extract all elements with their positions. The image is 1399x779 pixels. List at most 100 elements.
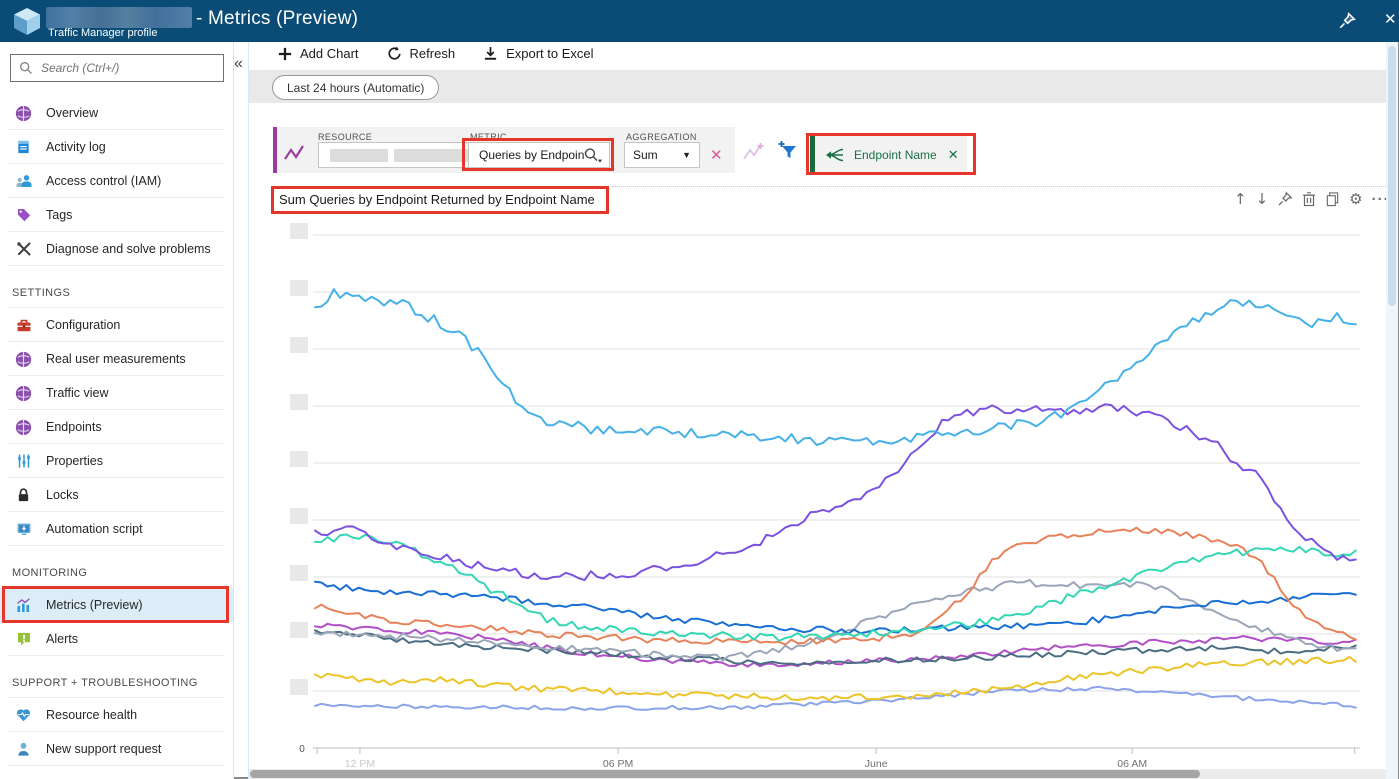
sidebar-item-properties[interactable]: Properties	[0, 444, 233, 478]
resource-field-label: RESOURCE	[318, 132, 373, 142]
globe-purple-icon	[14, 385, 33, 402]
resource-value-redacted	[330, 149, 388, 162]
sliders-icon	[14, 453, 33, 469]
remove-metric-icon[interactable]: ✕	[710, 147, 723, 164]
sidebar-item-label: Automation script	[46, 522, 143, 536]
add-filter-funnel-icon[interactable]	[777, 139, 800, 162]
chevron-down-icon: ▼	[682, 150, 691, 160]
metric-value-input[interactable]	[477, 147, 587, 163]
tag-icon	[14, 207, 33, 223]
collapse-sidebar-chevron[interactable]: «	[234, 55, 243, 72]
sidebar-menu: Overview Activity log Access control (IAM)…	[0, 96, 233, 766]
sidebar-item-alerts[interactable]: Alerts	[0, 622, 233, 656]
search-input[interactable]	[39, 60, 203, 76]
aggregation-field-label: AGGREGATION	[626, 132, 697, 142]
metrics-icon	[14, 597, 33, 613]
command-label: Refresh	[409, 46, 456, 61]
series-violet	[314, 403, 1357, 582]
sidebar-item-label: Properties	[46, 454, 103, 468]
resource-value-redacted	[394, 149, 468, 162]
sidebar-item-label: Configuration	[46, 318, 121, 332]
sidebar-item-label: Activity log	[46, 140, 106, 154]
sidebar-item-overview[interactable]: Overview	[0, 96, 233, 130]
metric-accent-bar	[273, 127, 277, 173]
chart-area[interactable]: 0 12 PM 06 PM June 06 AM	[250, 216, 1386, 768]
globe-purple-icon	[14, 105, 33, 122]
horizontal-scrollbar-thumb[interactable]	[250, 770, 1200, 778]
sidebar-item-tags[interactable]: Tags	[0, 198, 233, 232]
svg-text:06 PM: 06 PM	[603, 758, 633, 768]
sidebar-item-label: Resource health	[46, 708, 138, 722]
add-chart-button[interactable]: Add Chart	[278, 46, 359, 61]
resource-type-label: Traffic Manager profile	[48, 27, 158, 39]
delete-icon[interactable]	[1302, 191, 1316, 207]
support-icon	[14, 741, 33, 757]
sidebar-item-label: New support request	[46, 742, 162, 756]
sidebar-item-diagnose-and-solve-problems[interactable]: Diagnose and solve problems	[0, 232, 233, 266]
pin-blade-icon[interactable]	[1338, 12, 1356, 30]
line-chart-icon	[283, 145, 307, 163]
settings-icon[interactable]: ⚙	[1349, 190, 1363, 208]
sidebar	[0, 42, 234, 779]
sidebar-item-metrics-preview[interactable]: Metrics (Preview)	[0, 588, 233, 622]
globe-purple-icon	[14, 419, 33, 436]
grouping-pill[interactable]: Endpoint Name ✕	[815, 136, 967, 173]
move-up-icon[interactable]: ↑	[1234, 190, 1247, 208]
series-turquoise	[314, 533, 1357, 642]
apply-splitting-icon	[826, 148, 844, 161]
series-periwinkle	[314, 685, 1357, 711]
add-metric-icon[interactable]	[741, 141, 766, 164]
sidebar-item-label: Metrics (Preview)	[46, 598, 143, 612]
page-title: - Metrics (Preview)	[196, 8, 359, 29]
sidebar-section-settings: SETTINGS	[0, 266, 233, 308]
sidebar-item-locks[interactable]: Locks	[0, 478, 233, 512]
sidebar-item-traffic-view[interactable]: Traffic view	[0, 376, 233, 410]
sidebar-item-real-user-measurements[interactable]: Real user measurements	[0, 342, 233, 376]
time-range-picker[interactable]: Last 24 hours (Automatic)	[272, 75, 440, 100]
blade-divider	[248, 42, 249, 779]
export-to-excel-button[interactable]: Export to Excel	[483, 46, 594, 61]
toolbox-icon	[14, 317, 33, 333]
sidebar-item-label: Diagnose and solve problems	[46, 242, 211, 256]
close-blade-icon[interactable]: ✕	[1384, 11, 1397, 28]
series-magenta	[314, 622, 1357, 668]
more-icon[interactable]: ···	[1371, 190, 1390, 208]
plus-icon	[278, 47, 292, 61]
svg-text:12 PM: 12 PM	[345, 758, 375, 768]
remove-grouping-icon[interactable]: ✕	[947, 146, 959, 162]
lock-icon	[14, 487, 33, 503]
pin-icon[interactable]	[1277, 191, 1293, 207]
copy-icon[interactable]	[1325, 191, 1340, 207]
sidebar-item-automation-script[interactable]: Automation script	[0, 512, 233, 546]
svg-text:June: June	[865, 758, 888, 768]
chart-title: Sum Queries by Endpoint Returned by Endp…	[279, 192, 595, 207]
series-light-gray	[314, 578, 1357, 662]
sidebar-item-resource-health[interactable]: Resource health	[0, 698, 233, 732]
sidebar-item-new-support-request[interactable]: New support request	[0, 732, 233, 766]
sidebar-item-label: Tags	[46, 208, 73, 222]
refresh-button[interactable]: Refresh	[387, 46, 456, 61]
metric-search-icon[interactable]	[583, 147, 604, 164]
access-control-icon	[14, 173, 33, 189]
sidebar-item-label: Alerts	[46, 632, 78, 646]
metric-field-label: METRIC	[470, 132, 507, 142]
sidebar-item-label: Overview	[46, 106, 99, 120]
sidebar-item-activity-log[interactable]: Activity log	[0, 130, 233, 164]
resource-name-redacted	[46, 7, 192, 28]
series-slate	[314, 629, 1357, 666]
refresh-icon	[387, 46, 402, 61]
sidebar-item-configuration[interactable]: Configuration	[0, 308, 233, 342]
chart-actions: ↑ ↓ ⚙ ···	[1234, 190, 1390, 208]
globe-purple-icon	[14, 351, 33, 368]
sidebar-item-access-control-iam[interactable]: Access control (IAM)	[0, 164, 233, 198]
aggregation-dropdown[interactable]: Sum ▼	[624, 142, 700, 168]
metrics-line-chart[interactable]: 0 12 PM 06 PM June 06 AM	[250, 216, 1386, 768]
grouping-accent-bar	[810, 136, 815, 173]
move-down-icon[interactable]: ↓	[1255, 190, 1269, 208]
sidebar-item-label: Locks	[46, 488, 79, 502]
sidebar-search[interactable]	[10, 54, 224, 82]
series-light-blue	[314, 288, 1357, 446]
vertical-scrollbar-thumb[interactable]	[1388, 46, 1396, 306]
sidebar-item-endpoints[interactable]: Endpoints	[0, 410, 233, 444]
